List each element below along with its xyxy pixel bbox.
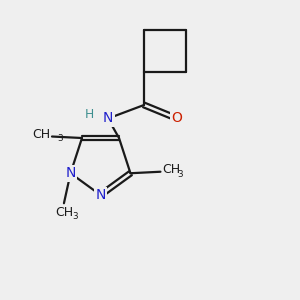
Text: CH: CH <box>32 128 50 141</box>
Text: N: N <box>103 112 113 125</box>
Text: N: N <box>65 166 76 180</box>
Text: 3: 3 <box>72 212 78 220</box>
Text: O: O <box>172 112 182 125</box>
Text: 3: 3 <box>57 134 63 143</box>
Text: CH: CH <box>55 206 73 219</box>
Text: N: N <box>95 188 106 202</box>
Text: CH: CH <box>162 163 180 176</box>
Text: 3: 3 <box>177 169 183 178</box>
Text: H: H <box>85 108 94 122</box>
